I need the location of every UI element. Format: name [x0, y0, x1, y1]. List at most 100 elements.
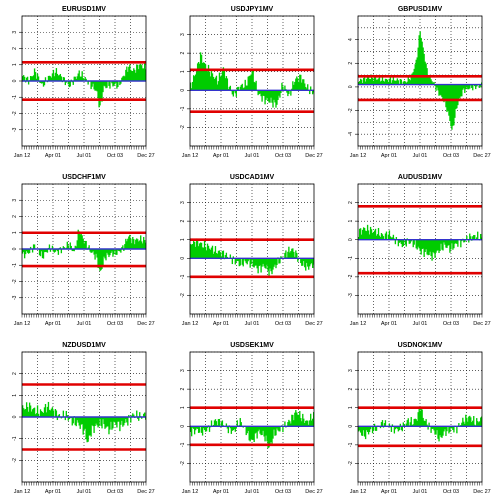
bar [280, 256, 282, 259]
bar [30, 411, 33, 417]
panel-usdnok1mv: USDNOK1MV Jan 12 Apr 01 Jul 01 Oct 03 Dec 27 -… [336, 336, 504, 504]
bar [389, 77, 392, 85]
bar [217, 419, 220, 427]
y-tick-label: 1 [348, 406, 354, 409]
bar [22, 405, 24, 417]
bar [302, 258, 304, 266]
bar [382, 80, 385, 85]
bar [109, 417, 111, 430]
bar [28, 249, 31, 254]
bar [111, 81, 113, 84]
bar [446, 84, 448, 113]
bar [467, 84, 469, 90]
bar [246, 258, 248, 265]
bar [37, 76, 40, 81]
bar [429, 74, 431, 85]
bar [204, 426, 207, 432]
bar [74, 76, 76, 81]
bar [134, 244, 136, 249]
bar [410, 239, 412, 242]
bar [77, 73, 79, 81]
bar [28, 402, 31, 417]
bar [261, 90, 263, 102]
bar [27, 411, 30, 417]
bar [22, 75, 25, 81]
bar [93, 417, 95, 433]
bar [287, 251, 289, 259]
bar [371, 426, 374, 434]
bar [447, 84, 449, 111]
bar [24, 81, 27, 83]
bar [78, 231, 80, 249]
bar [95, 81, 97, 91]
bar [94, 81, 96, 91]
bar [96, 417, 98, 426]
bar [436, 239, 438, 251]
bar [391, 80, 394, 85]
y-tick-label: -3 [348, 293, 354, 298]
bar [106, 81, 108, 88]
bar [469, 84, 471, 89]
bar [293, 420, 295, 427]
bar [96, 249, 98, 258]
bar [206, 426, 209, 428]
bar [387, 234, 390, 240]
bar [303, 79, 305, 91]
bar [112, 81, 114, 87]
bar [280, 90, 282, 94]
bar [216, 253, 219, 259]
bar-series [190, 410, 314, 449]
bar [289, 252, 291, 259]
bar [66, 415, 68, 417]
bar [101, 417, 103, 429]
bar [129, 64, 131, 81]
bar [414, 64, 416, 85]
bar [237, 258, 239, 262]
bar [30, 76, 33, 81]
bar [409, 422, 411, 427]
bar [368, 234, 371, 240]
bar [198, 243, 201, 259]
bar [50, 408, 53, 417]
bar [409, 239, 411, 244]
bar [125, 238, 127, 249]
bar [474, 235, 476, 240]
bar [40, 249, 43, 252]
bar [224, 255, 227, 259]
bar [263, 426, 265, 437]
bar [284, 252, 286, 259]
bar [100, 81, 102, 102]
bar [388, 423, 391, 427]
bar [41, 81, 44, 84]
y-tick-label: 3 [12, 31, 18, 34]
bar [97, 417, 99, 428]
y-tick-label: 1 [12, 394, 18, 397]
bar [267, 90, 269, 101]
bar [57, 249, 60, 255]
bar [267, 426, 269, 449]
bar [82, 417, 84, 435]
bar [363, 77, 366, 85]
bar [273, 426, 275, 430]
x-tick-label: Dec 27 [473, 321, 490, 327]
bar [365, 231, 368, 240]
bar [85, 78, 87, 81]
bar [248, 75, 250, 91]
x-tick-label: Jul 01 [77, 489, 92, 495]
bar [313, 258, 314, 265]
bar [195, 238, 198, 259]
bar [142, 68, 144, 81]
bar [99, 81, 101, 106]
bar [56, 417, 59, 421]
bar [115, 81, 117, 83]
bar [102, 249, 104, 266]
bar [201, 247, 204, 259]
bar [260, 258, 262, 273]
bar [378, 77, 381, 85]
bar [291, 414, 293, 427]
bar [388, 230, 391, 240]
bar [123, 75, 125, 81]
bar [205, 250, 208, 259]
bar [41, 412, 44, 417]
bar [239, 86, 241, 91]
